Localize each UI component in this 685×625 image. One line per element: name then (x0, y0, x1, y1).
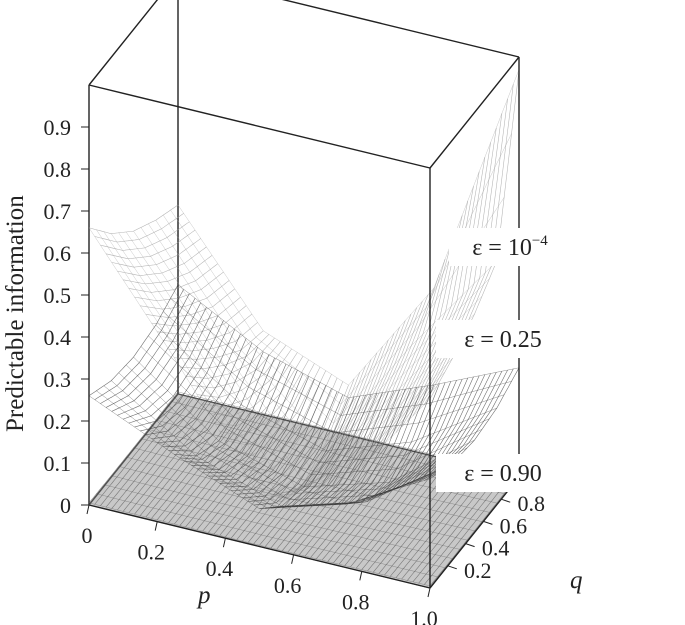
surface-mesh-line (96, 493, 438, 578)
y-tick-label: 0.2 (464, 558, 492, 583)
x-axis-label: p (196, 582, 211, 609)
surface-mesh-line (126, 456, 468, 541)
surface-mesh-line (163, 311, 505, 434)
x-tick-mark (222, 538, 226, 548)
y-tick-mark (447, 565, 457, 570)
series-label-text: ε = 0.25 (464, 327, 542, 353)
x-tick-label: 0 (82, 523, 93, 548)
box-edge (88, 504, 431, 589)
surface-mesh-line (88, 502, 431, 587)
series-label: ε = 10−4 (449, 228, 571, 266)
x-tick-label: 0.2 (137, 540, 165, 565)
surface-mesh-line (111, 475, 453, 559)
surface-mesh-line (155, 324, 497, 451)
box-edge (88, 0, 159, 86)
box-edge (88, 84, 431, 169)
surface-mesh-line (103, 385, 445, 508)
box-edge (429, 56, 520, 169)
front-box-edges (88, 56, 520, 589)
y-tick-label: 0.4 (482, 536, 510, 561)
z-tick-label: 0 (60, 493, 71, 518)
x-tick-mark (154, 521, 158, 531)
surface-mesh-line (111, 380, 453, 507)
surface-mesh-line (96, 390, 438, 509)
x-tick-mark (86, 504, 90, 515)
surface-mesh-line (177, 284, 520, 398)
x-tick-label: 0.4 (206, 556, 234, 581)
x-tick-mark (427, 587, 431, 598)
box-edge (281, 0, 520, 58)
series-label-bg (436, 454, 570, 492)
z-tick-label: 0.5 (44, 283, 72, 308)
series-label-text: ε = 10−4 (472, 233, 548, 261)
z-tick-label: 0.7 (44, 199, 72, 224)
z-tick-label: 0.2 (44, 409, 72, 434)
surface-mesh-line (96, 229, 438, 499)
surface-mesh-line (118, 232, 460, 496)
surface-mesh-line (140, 438, 482, 522)
surface-mesh-line (170, 298, 512, 416)
surface-series (88, 391, 520, 587)
y-tick-label: 0.8 (517, 491, 545, 516)
x-tick-label: 0.8 (342, 589, 370, 614)
series-label: ε = 0.90 (436, 454, 570, 492)
surface-mesh-line (148, 429, 490, 513)
surface-mesh-line (133, 356, 475, 488)
z-tick-label: 0.3 (44, 367, 72, 392)
surface-mesh-line (88, 395, 431, 509)
surface-mesh-line (155, 220, 497, 443)
x-tick-label: 0.6 (274, 573, 302, 598)
z-tick-label: 0.8 (44, 157, 72, 182)
z-tick-label: 0.9 (44, 115, 72, 140)
surface-mesh-line (103, 484, 445, 568)
surface-mesh-line (140, 227, 483, 470)
y-tick-mark (501, 498, 511, 503)
surface-mesh-line (88, 204, 179, 234)
surface-mesh-line (395, 157, 486, 433)
series-annotations: ε = 10−4 ε = 0.25 ε = 0.90 (436, 228, 571, 492)
z-axis-label: Predictable information (2, 195, 29, 432)
surface-mesh-line (118, 466, 460, 550)
z-tick-label: 0.6 (44, 241, 72, 266)
surface-mesh-line (162, 197, 505, 424)
z-tick-label: 0.4 (44, 325, 72, 350)
box-edge (429, 476, 520, 589)
surface-mesh-line (133, 447, 475, 532)
x-tick-mark (359, 571, 363, 581)
series-label: ε = 0.25 (436, 320, 570, 358)
series-label-bg (449, 228, 571, 266)
z-tick-label: 0.1 (44, 451, 72, 476)
surface-mesh-line (125, 364, 468, 494)
surface-mesh-line (105, 298, 196, 408)
surface-mesh-line (100, 293, 190, 404)
y-tick-mark (483, 520, 493, 525)
surface-mesh-line (177, 69, 520, 386)
x-tick-mark (291, 554, 295, 564)
series-label-text: ε = 0.90 (464, 461, 542, 487)
y-tick-label: 0.6 (500, 513, 528, 538)
surface-mesh-line (148, 335, 490, 463)
surface-mesh-line (88, 227, 431, 497)
y-axis-label: q (570, 567, 583, 594)
series-label-bg (436, 320, 570, 358)
y-tick-mark (465, 543, 475, 548)
x-tick-label: 1.0 (410, 606, 438, 625)
surface-mesh-line (111, 302, 201, 412)
